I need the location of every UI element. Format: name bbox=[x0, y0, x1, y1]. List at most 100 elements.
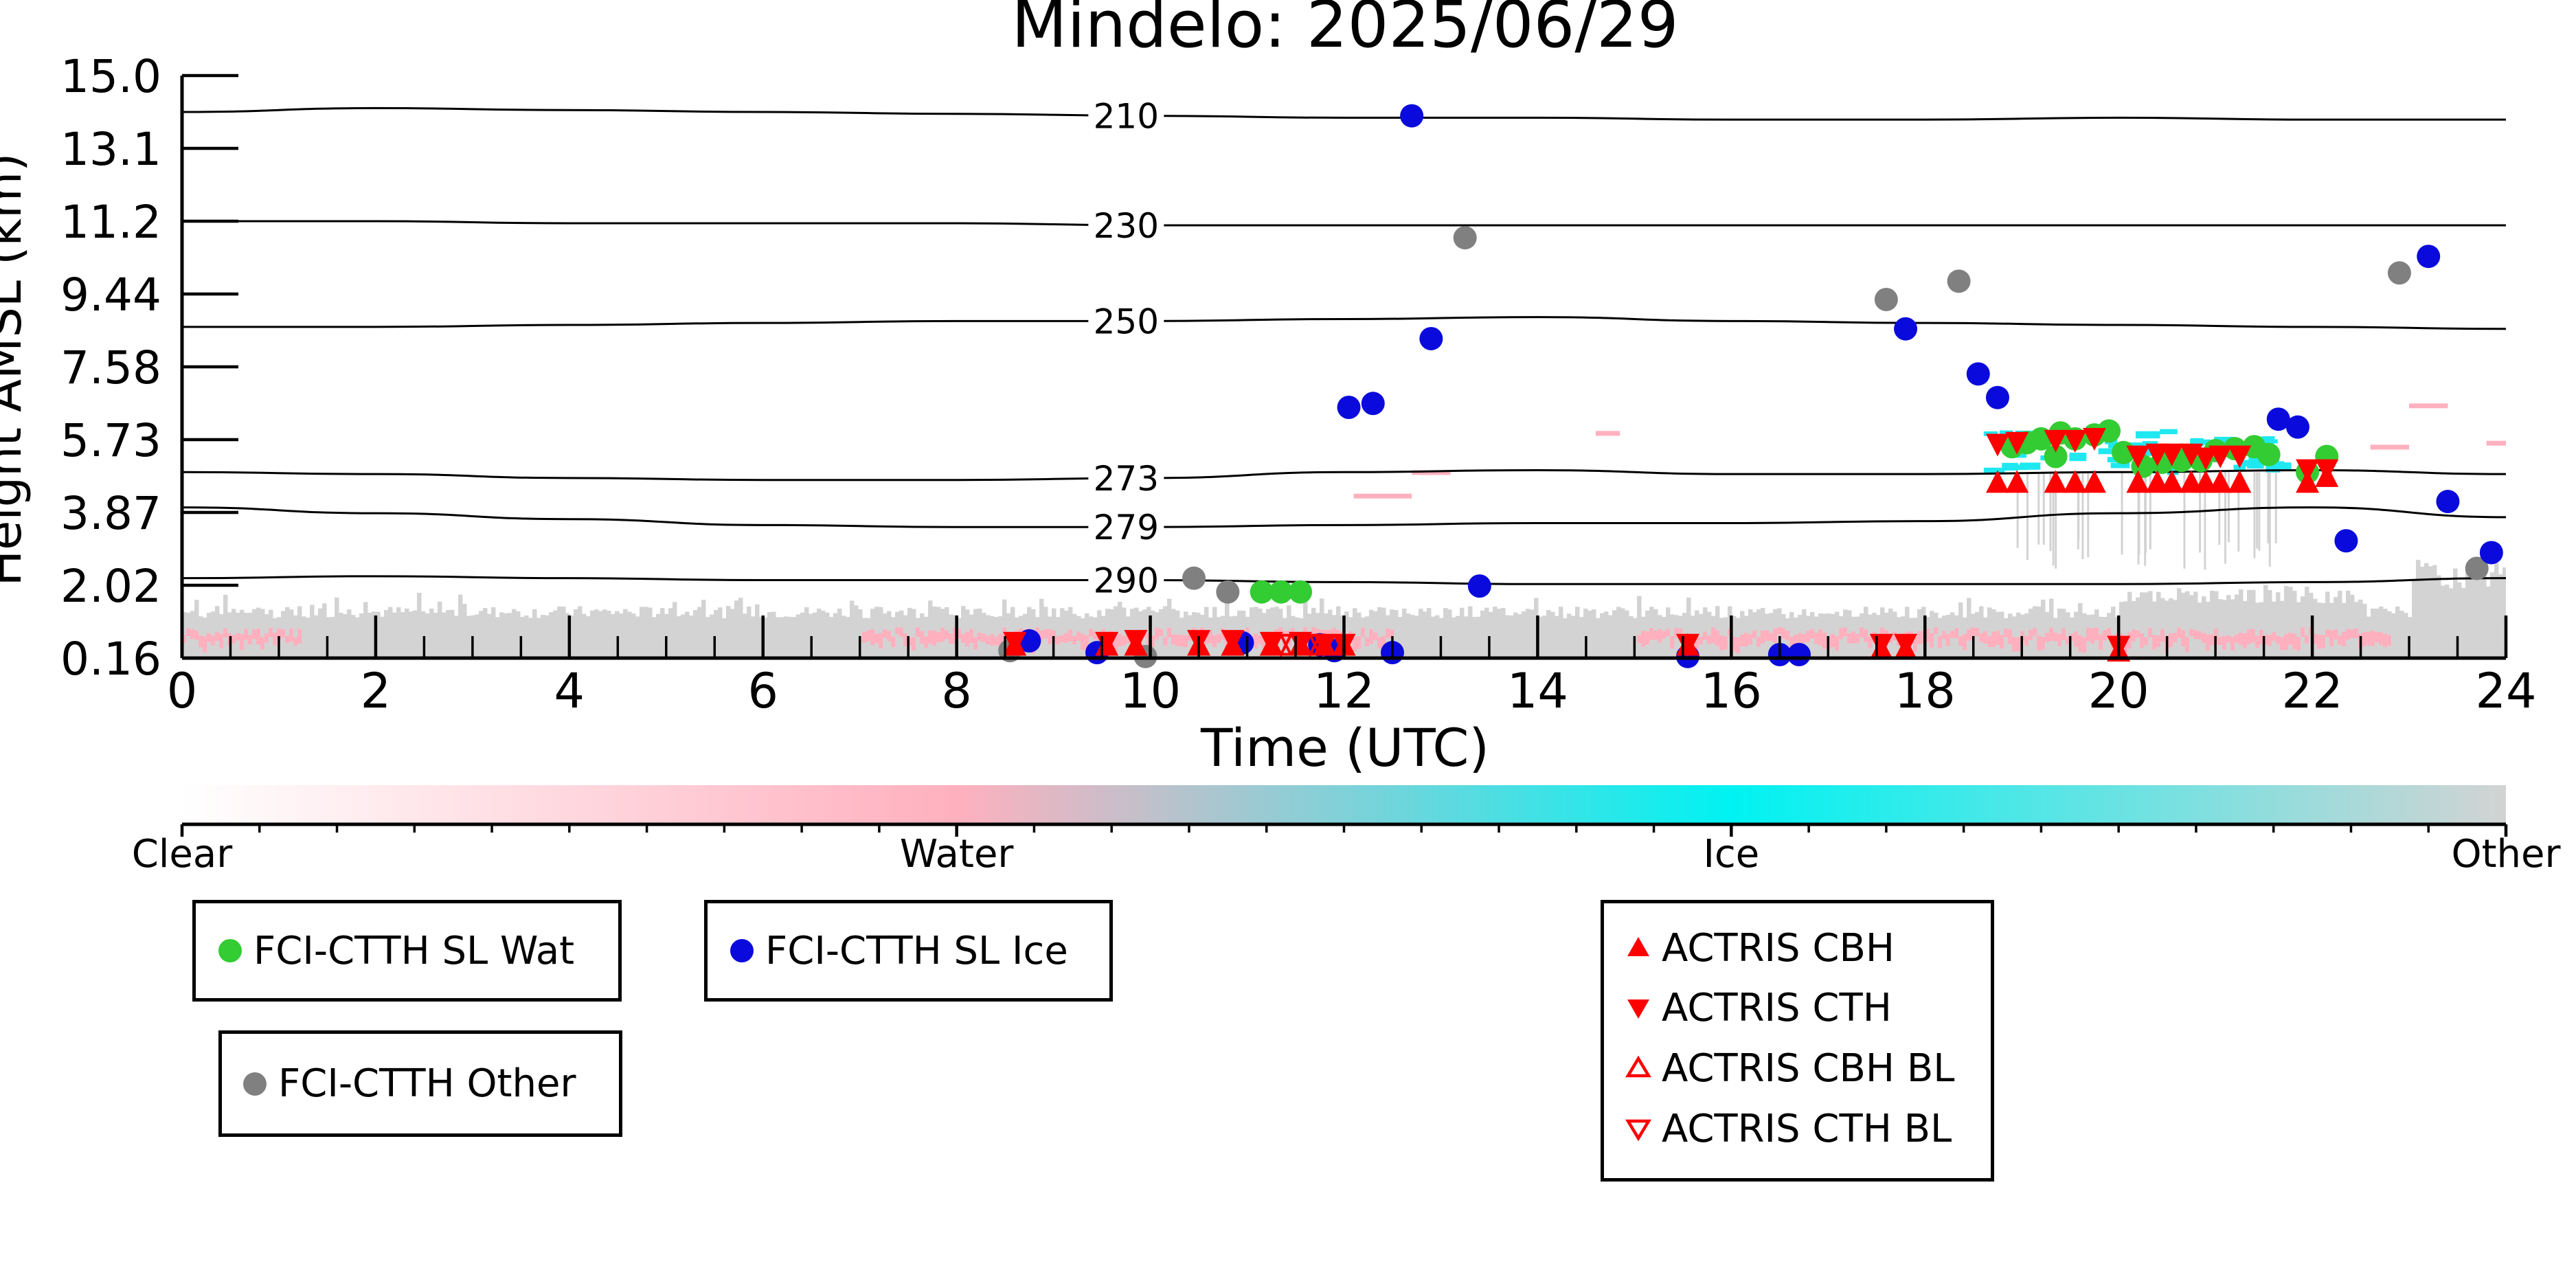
cloud-mask-column bbox=[1563, 618, 1568, 658]
cloud-mask-column bbox=[1550, 611, 1555, 658]
cloud-mask-water bbox=[1806, 631, 1811, 642]
cloud-mask-patch bbox=[2409, 403, 2448, 409]
cloud-mask-water bbox=[2387, 635, 2392, 646]
cloud-mask-water bbox=[1996, 631, 2000, 645]
cloud-mask-streak bbox=[2204, 472, 2206, 570]
cloud-mask-water bbox=[1781, 627, 1786, 639]
cloud-mask-water bbox=[1707, 635, 1712, 644]
point-fci-ctth-sl-wat bbox=[1250, 580, 1274, 604]
cloud-mask-water bbox=[1179, 635, 1184, 647]
cloud-mask-column bbox=[1381, 607, 1386, 658]
point-actris-cth bbox=[2005, 431, 2029, 455]
cloud-mask-column bbox=[318, 608, 323, 658]
cloud-mask-column bbox=[776, 617, 780, 658]
cloud-mask-column bbox=[1435, 615, 1440, 658]
cloud-mask-column bbox=[2119, 602, 2124, 658]
cloud-mask-water bbox=[1085, 635, 1089, 651]
cloud-mask-column bbox=[2226, 595, 2231, 658]
cloud-mask-water bbox=[1773, 629, 1778, 644]
cloud-mask-water bbox=[2185, 637, 2190, 652]
cloud-mask-water bbox=[2379, 632, 2384, 645]
cloud-mask-water bbox=[2362, 631, 2367, 646]
y-tick-label: 2.02 bbox=[60, 560, 161, 613]
cloud-mask-water bbox=[1283, 631, 1287, 647]
cloud-mask-column bbox=[2404, 613, 2408, 658]
cloud-mask-column bbox=[2342, 602, 2347, 658]
cloud-mask-column bbox=[1184, 611, 1188, 658]
cloud-mask-column bbox=[598, 611, 603, 658]
cloud-mask-water bbox=[2061, 628, 2066, 640]
cloud-mask-water bbox=[1377, 637, 1382, 649]
cloud-mask-column bbox=[631, 613, 636, 658]
cloud-mask-column bbox=[615, 611, 620, 658]
cloud-mask-column bbox=[2416, 559, 2421, 658]
cloud-mask-water bbox=[928, 630, 933, 644]
colorbar-label-water: Water bbox=[900, 832, 1015, 877]
cloud-mask-column bbox=[1625, 610, 1629, 658]
cloud-mask-water bbox=[2029, 629, 2033, 640]
cloud-mask-column bbox=[602, 609, 607, 658]
cloud-mask-ice bbox=[2004, 464, 2029, 471]
point-actris-cbh bbox=[2208, 470, 2233, 493]
cloud-mask-column bbox=[483, 608, 488, 658]
cloud-mask-column bbox=[1934, 612, 1939, 658]
cloud-mask-column bbox=[532, 609, 537, 658]
cloud-mask-column bbox=[1398, 617, 1403, 658]
cloud-mask-column bbox=[607, 611, 611, 658]
point-actris-cbh bbox=[1985, 470, 2009, 493]
cloud-mask-water bbox=[2247, 629, 2252, 644]
cloud-mask-column bbox=[668, 608, 673, 658]
cloud-mask-column bbox=[2321, 602, 2326, 658]
cloud-mask-water bbox=[2329, 630, 2334, 647]
cloud-mask-column bbox=[1546, 610, 1551, 658]
cloud-mask-column bbox=[1414, 615, 1419, 658]
cloud-mask-column bbox=[1835, 611, 1840, 658]
cloud-mask-column bbox=[2173, 600, 2178, 658]
cloud-mask-water bbox=[194, 630, 199, 640]
point-fci-ctth-sl-ice bbox=[1361, 392, 1385, 416]
cloud-mask-column bbox=[1987, 607, 1992, 658]
cloud-mask-water bbox=[899, 627, 904, 637]
cloud-mask-water bbox=[1311, 627, 1316, 640]
x-tick-label: 4 bbox=[554, 663, 585, 719]
point-fci-ctth-sl-ice bbox=[1894, 317, 1918, 341]
cloud-mask-water bbox=[2066, 636, 2070, 644]
cloud-mask-column bbox=[2041, 599, 2046, 658]
cloud-mask-column bbox=[907, 607, 912, 658]
cloud-mask-water bbox=[1064, 633, 1069, 643]
cloud-mask-column bbox=[1686, 597, 1691, 658]
point-fci-ctth-sl-ice bbox=[2436, 490, 2460, 514]
cloud-mask-water bbox=[1637, 635, 1642, 644]
chart-title: Mindelo: 2025/06/29 bbox=[1011, 0, 1678, 63]
cloud-mask-column bbox=[800, 612, 805, 658]
cloud-mask-water bbox=[1860, 627, 1864, 637]
cloud-mask-column bbox=[2024, 613, 2029, 658]
cloud-mask-water bbox=[1925, 629, 1930, 643]
cloud-mask-column bbox=[640, 607, 644, 658]
cloud-mask-column bbox=[2230, 599, 2235, 658]
cloud-mask-column bbox=[466, 615, 471, 658]
cloud-mask-column bbox=[1464, 616, 1469, 658]
cloud-mask-streak bbox=[2149, 472, 2151, 550]
cloud-mask-column bbox=[335, 597, 339, 658]
cloud-mask-column bbox=[1146, 607, 1151, 658]
cloud-mask-water bbox=[957, 629, 962, 639]
cloud-mask-streak bbox=[2081, 472, 2084, 560]
colorbar: Clear Water Ice Other bbox=[132, 785, 2561, 877]
cloud-mask-water bbox=[990, 633, 995, 646]
cloud-mask-water bbox=[1703, 631, 1708, 640]
cloud-mask-water bbox=[1954, 628, 1959, 638]
cloud-mask-water bbox=[874, 633, 879, 644]
cloud-mask-column bbox=[652, 617, 657, 658]
cloud-mask-water bbox=[2103, 630, 2108, 641]
isotherm-label-290: 290 bbox=[1094, 561, 1159, 601]
cloud-mask-column bbox=[2177, 588, 2182, 658]
cloud-mask-column bbox=[1958, 602, 1963, 658]
cloud-mask-water bbox=[2350, 629, 2355, 638]
cloud-mask-water bbox=[879, 633, 883, 648]
cloud-mask-column bbox=[738, 598, 743, 658]
cloud-mask-column bbox=[392, 612, 397, 658]
cloud-mask-column bbox=[1151, 610, 1155, 658]
cloud-mask-column bbox=[2160, 598, 2165, 658]
cloud-mask-column bbox=[1250, 607, 1254, 658]
